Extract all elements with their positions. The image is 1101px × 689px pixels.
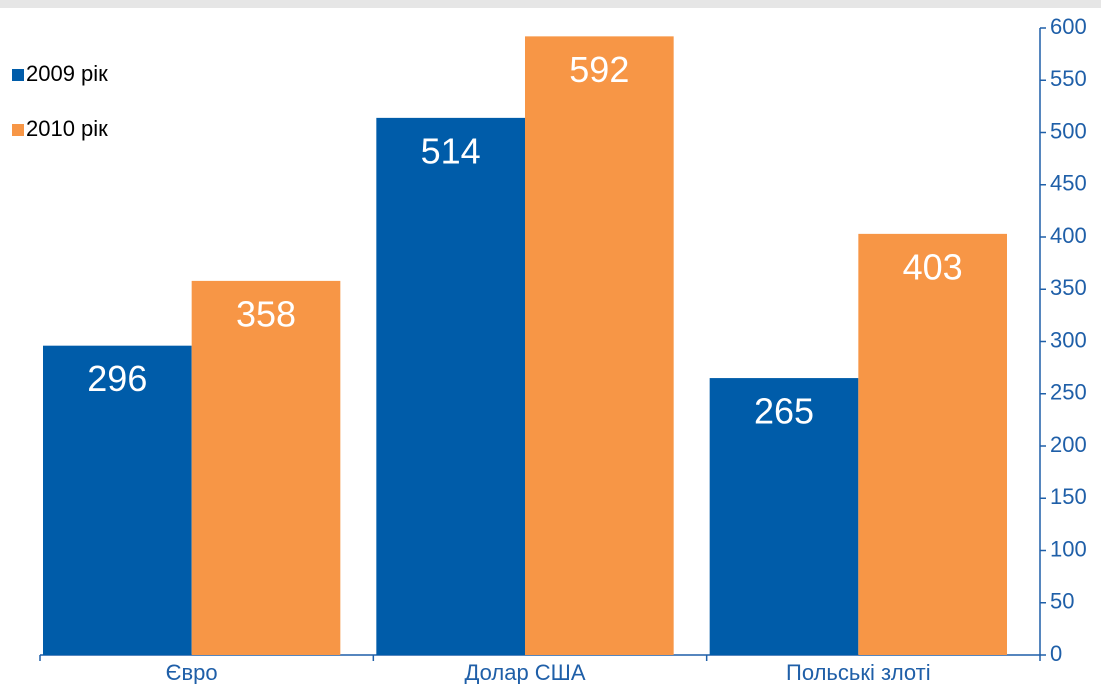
y-tick-label: 350 bbox=[1050, 275, 1087, 300]
value-label: 265 bbox=[754, 391, 814, 432]
legend-swatch bbox=[12, 69, 24, 81]
bar bbox=[525, 36, 674, 656]
y-tick-label: 500 bbox=[1050, 118, 1087, 143]
y-tick-label: 550 bbox=[1050, 66, 1087, 91]
y-tick-label: 250 bbox=[1050, 380, 1087, 405]
bar bbox=[191, 280, 341, 655]
legend-label: 2010 рік bbox=[26, 116, 108, 141]
y-tick-label: 600 bbox=[1050, 14, 1087, 39]
legend-label: 2009 рік bbox=[26, 61, 108, 86]
x-tick-label: Долар США bbox=[464, 660, 585, 684]
y-tick-label: 400 bbox=[1050, 223, 1087, 248]
value-label: 592 bbox=[569, 49, 629, 90]
y-tick-label: 150 bbox=[1050, 484, 1087, 509]
value-label: 358 bbox=[236, 293, 296, 334]
value-label: 296 bbox=[87, 358, 147, 399]
value-label: 403 bbox=[903, 246, 963, 287]
y-tick-label: 100 bbox=[1050, 536, 1087, 561]
y-tick-label: 50 bbox=[1050, 589, 1074, 614]
y-tick-label: 450 bbox=[1050, 171, 1087, 196]
top-strip bbox=[0, 0, 1101, 8]
y-tick-label: 0 bbox=[1050, 641, 1062, 666]
bar bbox=[43, 345, 192, 655]
value-label: 514 bbox=[421, 130, 481, 171]
legend-swatch bbox=[12, 124, 24, 136]
bar bbox=[376, 117, 525, 656]
y-tick-label: 300 bbox=[1050, 327, 1087, 352]
x-tick-label: Польські злоті bbox=[786, 660, 931, 684]
y-tick-label: 200 bbox=[1050, 432, 1087, 457]
bar bbox=[858, 233, 1007, 656]
x-tick-label: Євро bbox=[166, 660, 218, 684]
bar bbox=[709, 378, 859, 655]
